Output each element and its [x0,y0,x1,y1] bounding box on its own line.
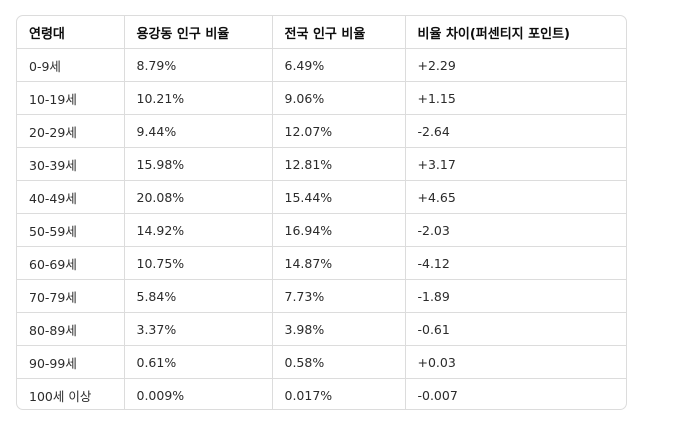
cell-age-group: 10-19세 [17,81,125,115]
table-header-row: 연령대 용강동 인구 비율 전국 인구 비율 비율 차이(퍼센티지 포인트) [17,16,626,49]
column-header-ratio-difference: 비율 차이(퍼센티지 포인트) [405,16,626,49]
cell-age-group: 0-9세 [17,48,125,82]
cell-national-ratio: 0.58% [272,345,406,379]
cell-local-ratio: 10.21% [124,81,273,115]
cell-national-ratio: 7.73% [272,279,406,313]
table-row: 50-59세 14.92% 16.94% -2.03 [17,213,626,247]
column-header-local-ratio: 용강동 인구 비율 [124,16,273,49]
cell-age-group: 20-29세 [17,114,125,148]
cell-national-ratio: 6.49% [272,48,406,82]
cell-ratio-difference: -2.64 [405,114,626,148]
cell-age-group: 60-69세 [17,246,125,280]
cell-ratio-difference: -0.61 [405,312,626,346]
data-table-container: 연령대 용강동 인구 비율 전국 인구 비율 비율 차이(퍼센티지 포인트) 0… [16,15,627,410]
cell-ratio-difference: +4.65 [405,180,626,214]
table-row: 80-89세 3.37% 3.98% -0.61 [17,312,626,346]
table-row: 60-69세 10.75% 14.87% -4.12 [17,246,626,280]
cell-national-ratio: 9.06% [272,81,406,115]
table-row: 70-79세 5.84% 7.73% -1.89 [17,279,626,313]
cell-local-ratio: 5.84% [124,279,273,313]
cell-ratio-difference: +3.17 [405,147,626,181]
cell-age-group: 30-39세 [17,147,125,181]
table-row: 0-9세 8.79% 6.49% +2.29 [17,48,626,82]
cell-national-ratio: 16.94% [272,213,406,247]
cell-ratio-difference: +2.29 [405,48,626,82]
cell-local-ratio: 8.79% [124,48,273,82]
cell-national-ratio: 0.017% [272,378,406,409]
table-row: 90-99세 0.61% 0.58% +0.03 [17,345,626,379]
cell-national-ratio: 12.07% [272,114,406,148]
cell-ratio-difference: +1.15 [405,81,626,115]
cell-local-ratio: 3.37% [124,312,273,346]
cell-national-ratio: 12.81% [272,147,406,181]
column-header-age-group: 연령대 [17,16,125,49]
cell-local-ratio: 15.98% [124,147,273,181]
cell-local-ratio: 0.009% [124,378,273,409]
cell-ratio-difference: -0.007 [417,387,458,403]
cell-national-ratio: 14.87% [272,246,406,280]
cell-age-group: 80-89세 [17,312,125,346]
cell-ratio-difference: +0.03 [405,345,626,379]
cell-local-ratio: 10.75% [124,246,273,280]
cell-local-ratio: 0.61% [124,345,273,379]
cell-local-ratio: 20.08% [124,180,273,214]
cell-age-group: 100세 이상 [17,378,125,409]
table-row: 20-29세 9.44% 12.07% -2.64 [17,114,626,148]
cell-age-group: 90-99세 [17,345,125,379]
cell-age-group: 40-49세 [17,180,125,214]
cell-national-ratio: 15.44% [272,180,406,214]
cell-age-group: 70-79세 [17,279,125,313]
table-row: 30-39세 15.98% 12.81% +3.17 [17,147,626,181]
table-row: 10-19세 10.21% 9.06% +1.15 [17,81,626,115]
population-ratio-table: 연령대 용강동 인구 비율 전국 인구 비율 비율 차이(퍼센티지 포인트) 0… [17,16,626,409]
cell-ratio-difference: -4.12 [405,246,626,280]
cell-national-ratio: 3.98% [272,312,406,346]
cell-local-ratio: 14.92% [124,213,273,247]
cell-local-ratio: 9.44% [124,114,273,148]
table-row: 100세 이상 0.009% 0.017% -0.007 [17,378,626,409]
table-row: 40-49세 20.08% 15.44% +4.65 [17,180,626,214]
column-header-national-ratio: 전국 인구 비율 [272,16,406,49]
cell-age-group: 50-59세 [17,213,125,247]
cell-ratio-difference: -1.89 [405,279,626,313]
cell-ratio-difference: -2.03 [405,213,626,247]
